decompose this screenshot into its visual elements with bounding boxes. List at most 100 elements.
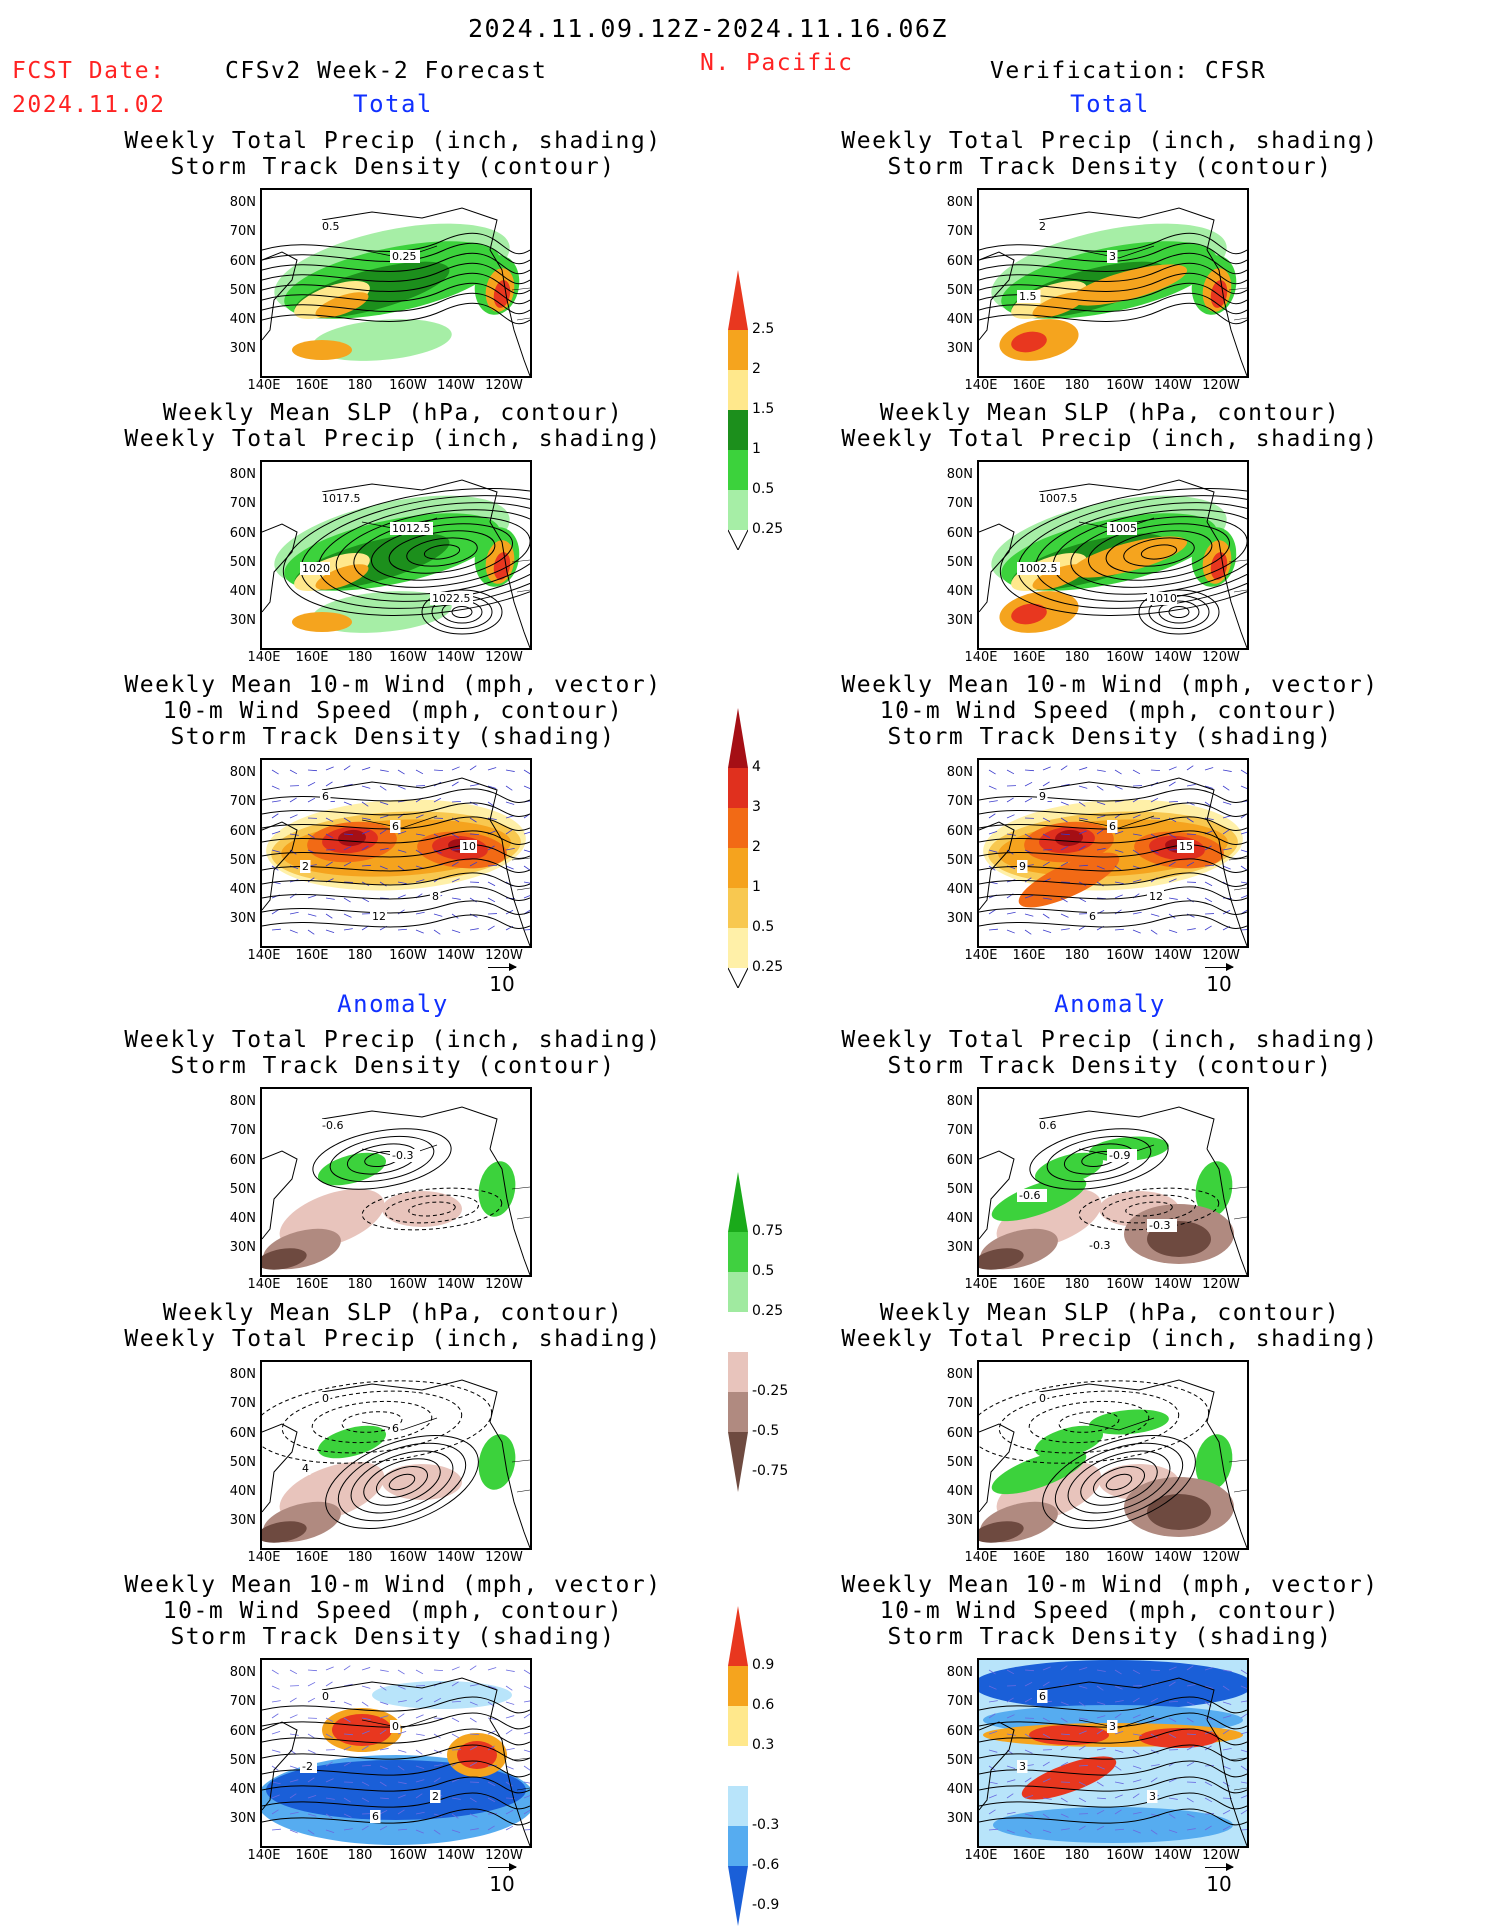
lon-tick-label: 120W xyxy=(482,378,526,393)
shading-blob xyxy=(292,612,352,632)
lat-tick-label: 30N xyxy=(222,911,256,926)
lat-tick-label: 80N xyxy=(939,195,973,210)
wind-vector xyxy=(1007,770,1014,774)
wind-vector xyxy=(1205,882,1212,886)
contour-label: 6 xyxy=(390,1422,401,1435)
vector-arrow-icon xyxy=(1199,1862,1239,1872)
wind-vector xyxy=(1025,798,1032,802)
wind-vector xyxy=(452,1667,460,1670)
lat-tick-label: 60N xyxy=(939,254,973,269)
lon-tick-label: 160W xyxy=(1103,378,1147,393)
wind-vector xyxy=(488,898,495,902)
svg-text:-0.3: -0.3 xyxy=(392,1149,413,1162)
lon-tick-label: 180 xyxy=(338,948,382,963)
wind-vector xyxy=(1097,770,1106,771)
lat-tick-label: 70N xyxy=(939,1123,973,1138)
wind-vector xyxy=(1061,766,1067,770)
svg-text:6: 6 xyxy=(1039,1690,1046,1703)
wind-vector xyxy=(308,914,316,916)
contour-label: 6 xyxy=(320,790,331,803)
colorbar-swatch xyxy=(728,708,748,768)
wind-vector xyxy=(308,895,316,898)
lat-tick-label: 30N xyxy=(939,613,973,628)
fcst-date-label: FCST Date: xyxy=(12,58,165,84)
wind-vector xyxy=(344,1702,352,1705)
wind-vector xyxy=(470,1718,477,1722)
panel-title: Weekly Mean 10-m Wind (mph, vector)10-m … xyxy=(83,1572,703,1650)
lon-tick-label: 160E xyxy=(290,650,334,665)
lon-tick-label: 140W xyxy=(1151,1550,1195,1565)
wind-vector xyxy=(524,929,530,930)
wind-vector xyxy=(1241,850,1247,852)
wind-vector xyxy=(1169,801,1178,802)
wind-vector xyxy=(1187,929,1196,930)
wind-vector xyxy=(1043,914,1049,918)
panel-title: Weekly Mean 10-m Wind (mph, vector)10-m … xyxy=(800,1572,1420,1650)
wind-vector xyxy=(1241,929,1247,930)
wind-vector xyxy=(1115,786,1123,789)
vector-reference: 10 xyxy=(1199,1862,1239,1896)
wind-vector xyxy=(506,770,515,772)
colorbar-tick-label: 0.5 xyxy=(752,1263,774,1279)
lon-tick-label: 180 xyxy=(338,378,382,393)
wind-vector xyxy=(1007,930,1015,933)
wind-vector xyxy=(398,786,406,789)
lat-tick-label: 80N xyxy=(222,195,256,210)
lon-tick-label: 120W xyxy=(482,1550,526,1565)
lon-tick-label: 160E xyxy=(290,1848,334,1863)
wind-vector xyxy=(1151,914,1159,916)
lon-tick-label: 140W xyxy=(1151,378,1195,393)
lon-tick-label: 120W xyxy=(1199,1550,1243,1565)
svg-text:2: 2 xyxy=(302,860,309,873)
contour-label: 10 xyxy=(460,840,477,853)
wind-vector xyxy=(1115,770,1122,774)
contour-label: 0.25 xyxy=(390,250,420,263)
panel-title: Weekly Mean 10-m Wind (mph, vector)10-m … xyxy=(83,672,703,750)
svg-text:0.5: 0.5 xyxy=(322,220,340,233)
lat-tick-label: 50N xyxy=(222,1455,256,1470)
lon-tick-label: 140W xyxy=(1151,948,1195,963)
lat-tick-label: 40N xyxy=(222,1484,256,1499)
lon-tick-label: 160W xyxy=(386,1550,430,1565)
colorbar-precip_anom xyxy=(728,1172,748,1492)
lat-tick-label: 50N xyxy=(222,853,256,868)
wind-vector xyxy=(1151,930,1157,934)
lon-tick-label: 120W xyxy=(482,650,526,665)
wind-vector xyxy=(470,898,477,902)
section-total-left: Total xyxy=(243,90,543,118)
svg-text:6: 6 xyxy=(1089,910,1096,923)
lat-tick-label: 60N xyxy=(222,1426,256,1441)
lat-tick-label: 70N xyxy=(939,1396,973,1411)
lat-tick-label: 30N xyxy=(939,341,973,356)
svg-text:3: 3 xyxy=(1019,1760,1026,1773)
svg-text:-0.6: -0.6 xyxy=(1019,1189,1040,1202)
shading-blob xyxy=(315,1419,390,1464)
lat-tick-label: 60N xyxy=(939,1724,973,1739)
svg-text:0.25: 0.25 xyxy=(392,250,417,263)
wind-vector xyxy=(434,1670,443,1671)
lon-tick-label: 180 xyxy=(1055,378,1099,393)
colorbar-tick-label: 0.3 xyxy=(752,1737,774,1753)
svg-text:2: 2 xyxy=(432,1790,439,1803)
lat-tick-label: 40N xyxy=(939,1484,973,1499)
colorbar-swatch xyxy=(728,1232,748,1272)
wind-vector xyxy=(344,929,353,930)
contour-line xyxy=(979,789,1247,803)
wind-vector xyxy=(452,767,460,770)
lat-tick-label: 80N xyxy=(939,765,973,780)
wind-vector xyxy=(989,786,996,789)
wind-vector xyxy=(1223,786,1229,790)
shading-blob xyxy=(1147,1494,1211,1530)
lat-tick-label: 60N xyxy=(939,824,973,839)
wind-vector xyxy=(362,786,370,788)
wind-vector xyxy=(398,910,404,914)
wind-vector xyxy=(488,882,495,886)
contour-label: 3 xyxy=(1017,1760,1028,1773)
lat-tick-label: 30N xyxy=(222,1513,256,1528)
colorbar-swatch xyxy=(728,768,748,808)
wind-vector xyxy=(506,1686,512,1690)
lat-tick-label: 60N xyxy=(222,526,256,541)
wind-vector xyxy=(434,930,440,934)
wind-vector xyxy=(272,929,281,930)
